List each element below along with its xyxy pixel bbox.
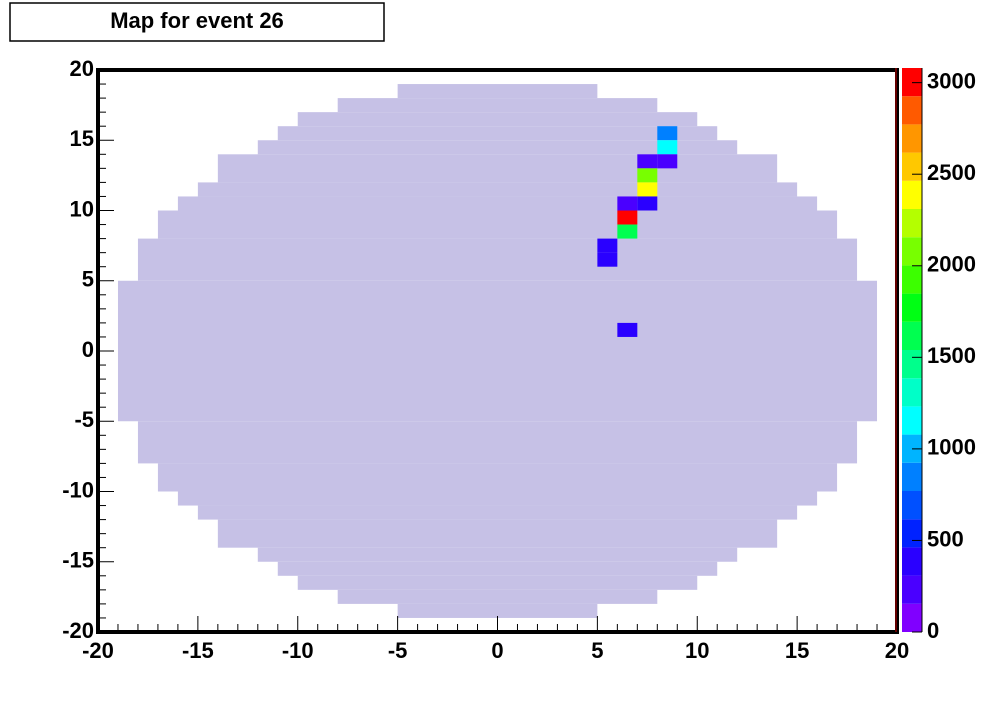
- region-row: [297, 575, 698, 590]
- x-tick-label: 20: [885, 638, 909, 663]
- cell: [637, 154, 658, 169]
- y-tick-label: 20: [70, 56, 94, 81]
- z-tick-label: 2500: [927, 160, 976, 185]
- chart-title: Map for event 26: [110, 8, 284, 33]
- cell: [597, 252, 618, 267]
- region-row: [137, 238, 858, 281]
- palette-band: [902, 152, 922, 181]
- palette-band: [902, 547, 922, 576]
- palette-band: [902, 237, 922, 266]
- palette-band: [902, 462, 922, 491]
- region-row: [297, 112, 698, 127]
- region-row: [117, 280, 878, 422]
- region-row: [177, 196, 818, 211]
- y-tick-label: -10: [62, 477, 94, 502]
- cell: [597, 238, 618, 253]
- cell: [617, 322, 638, 337]
- z-tick-label: 2000: [927, 252, 976, 277]
- cell: [617, 196, 638, 211]
- x-tick-label: -10: [282, 638, 314, 663]
- region-row: [217, 519, 778, 548]
- z-tick-label: 3000: [927, 68, 976, 93]
- cell: [637, 168, 658, 183]
- palette-band: [902, 180, 922, 209]
- x-tick-label: 5: [591, 638, 603, 663]
- region-row: [157, 210, 838, 239]
- palette-band: [902, 293, 922, 322]
- z-tick-label: 0: [927, 618, 939, 643]
- region-row: [277, 126, 718, 141]
- y-tick-label: -15: [62, 548, 94, 573]
- palette-band: [902, 321, 922, 350]
- y-tick-label: -20: [62, 618, 94, 643]
- palette-band: [902, 350, 922, 379]
- palette-band: [902, 68, 922, 97]
- region-row: [197, 182, 798, 197]
- cell: [657, 126, 678, 141]
- palette-band: [902, 209, 922, 238]
- palette-band: [902, 406, 922, 435]
- title-box: [9, 2, 385, 42]
- y-tick-label: 5: [82, 267, 94, 292]
- region-row: [397, 603, 598, 618]
- region-row: [337, 98, 658, 113]
- cell: [617, 210, 638, 225]
- x-tick-label: -15: [182, 638, 214, 663]
- palette-band: [902, 96, 922, 125]
- x-tick-label: 10: [685, 638, 709, 663]
- cell: [637, 182, 658, 197]
- x-tick-label: -5: [388, 638, 408, 663]
- region-row: [277, 561, 718, 576]
- palette-band: [902, 265, 922, 294]
- z-tick-label: 1500: [927, 343, 976, 368]
- region-row: [177, 491, 818, 506]
- cell: [637, 196, 658, 211]
- region-row: [217, 154, 778, 183]
- region-row: [157, 463, 838, 492]
- palette-band: [902, 491, 922, 520]
- palette-band: [902, 575, 922, 604]
- region-row: [257, 140, 738, 155]
- z-tick-label: 1000: [927, 435, 976, 460]
- cell: [657, 154, 678, 169]
- region-row: [337, 589, 658, 604]
- palette-band: [902, 124, 922, 153]
- region-row: [397, 84, 598, 99]
- x-tick-label: 15: [785, 638, 809, 663]
- palette-band: [902, 378, 922, 407]
- region-row: [197, 505, 798, 520]
- x-tick-label: -20: [82, 638, 114, 663]
- y-tick-label: -5: [74, 407, 94, 432]
- x-tick-label: 0: [491, 638, 503, 663]
- cell: [657, 140, 678, 155]
- cell: [617, 224, 638, 239]
- y-tick-label: 15: [70, 126, 94, 151]
- palette-band: [902, 519, 922, 548]
- y-tick-label: 10: [70, 196, 94, 221]
- palette-band: [902, 603, 922, 632]
- z-tick-label: 500: [927, 526, 964, 551]
- region-row: [137, 421, 858, 464]
- y-tick-label: 0: [82, 337, 94, 362]
- region-row: [257, 547, 738, 562]
